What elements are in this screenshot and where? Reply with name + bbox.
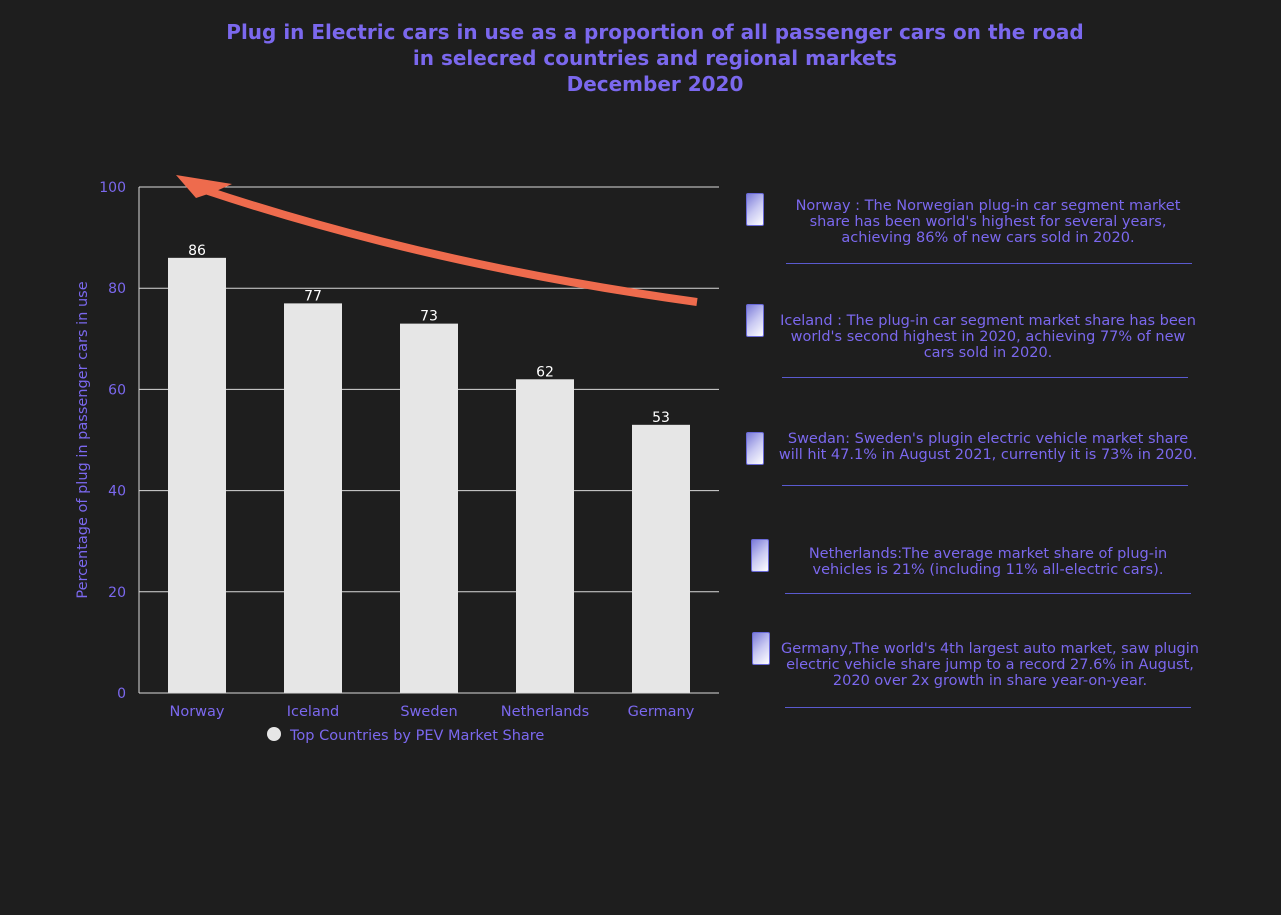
trend-arrow-curve — [203, 186, 698, 306]
chart-title-line-1: Plug in Electric cars in use as a propor… — [226, 20, 1084, 44]
labels: 0 20 40 60 80 100 86 Norway 77 Iceland 73 Sweden 62 N… — [75, 180, 695, 720]
y-tick-label: 100 — [99, 180, 126, 196]
x-tick-label: Netherlands — [501, 704, 589, 720]
note-text: Iceland : The plug-in car segment market… — [780, 313, 1196, 362]
legend: Top Countries by PEV Market Share — [267, 727, 544, 744]
document-icon — [752, 632, 770, 665]
note-divider — [785, 593, 1191, 594]
bar-sweden — [400, 323, 458, 693]
bar-value-label: 86 — [188, 243, 206, 259]
trend-arrow-head — [176, 175, 232, 198]
document-icon — [746, 432, 764, 465]
bar-value-label: 73 — [420, 309, 438, 325]
y-axis-title: Percentage of plug in passenger cars in … — [75, 281, 91, 598]
y-tick-label: 60 — [108, 382, 126, 398]
note-text: Netherlands:The average market share of … — [808, 546, 1168, 579]
bar-value-label: 77 — [304, 288, 322, 304]
bar-iceland — [284, 303, 342, 693]
bars — [168, 257, 690, 693]
note-divider — [785, 707, 1191, 708]
x-tick-label: Norway — [169, 704, 224, 720]
note-divider — [786, 263, 1192, 264]
chart-title-line-3: December 2020 — [566, 72, 744, 96]
bar-value-label: 53 — [652, 410, 670, 426]
legend-marker — [267, 727, 281, 741]
trend-arrow — [176, 175, 698, 306]
legend-label: Top Countries by PEV Market Share — [289, 728, 544, 744]
bar-netherlands — [516, 379, 574, 693]
x-tick-label: Sweden — [400, 704, 457, 720]
chart-title-line-2: in selecred countries and regional marke… — [412, 46, 898, 70]
x-tick-label: Iceland — [287, 704, 339, 720]
y-tick-label: 40 — [108, 484, 126, 500]
note-divider — [782, 377, 1188, 378]
y-tick-label: 20 — [108, 585, 126, 601]
note-text: Germany,The world's 4th largest auto mar… — [781, 641, 1199, 690]
note-divider — [782, 485, 1188, 486]
note-text: Norway : The Norwegian plug-in car segme… — [795, 198, 1181, 247]
note-text: Swedan: Sweden's plugin electric vehicle… — [778, 431, 1198, 464]
y-tick-label: 0 — [117, 686, 126, 702]
bar-norway — [168, 257, 226, 693]
axes — [138, 187, 719, 694]
document-icon — [751, 539, 769, 572]
bar-germany — [632, 424, 690, 693]
x-tick-label: Germany — [628, 704, 695, 720]
y-tick-label: 80 — [108, 281, 126, 297]
bar-value-label: 62 — [536, 364, 554, 380]
document-icon — [746, 304, 764, 337]
document-icon — [746, 193, 764, 226]
